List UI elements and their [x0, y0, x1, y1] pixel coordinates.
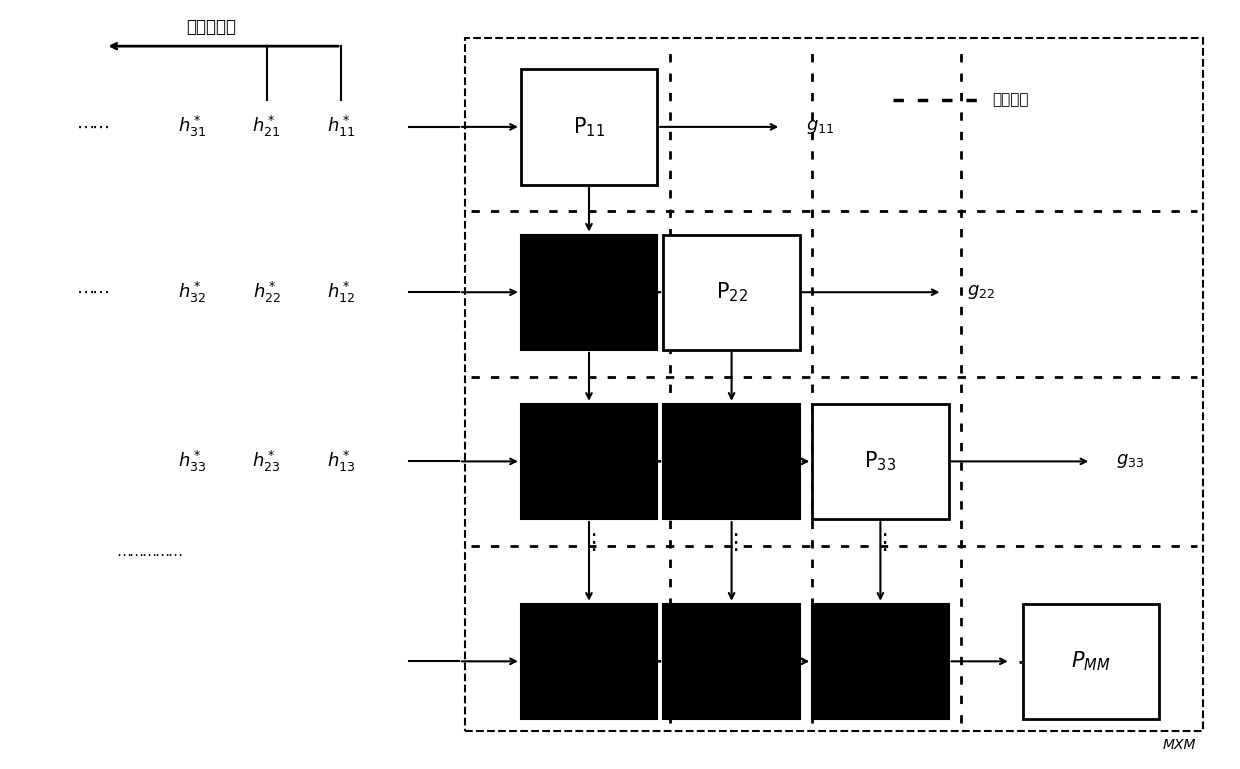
Text: $\mathrm{P}_{11}$: $\mathrm{P}_{11}$ — [573, 115, 605, 138]
Text: $\mathrm{P}_{22}$: $\mathrm{P}_{22}$ — [715, 281, 748, 304]
Text: $\cdots$: $\cdots$ — [1016, 651, 1038, 671]
Text: MXM: MXM — [1163, 738, 1197, 752]
Text: $h_{31}^*$: $h_{31}^*$ — [179, 115, 206, 139]
Bar — [663, 235, 800, 350]
Text: $\vdots$: $\vdots$ — [724, 531, 739, 553]
Text: $\cdots\!\cdots\!\cdots\!\cdots\!\cdots$: $\cdots\!\cdots\!\cdots\!\cdots\!\cdots$ — [115, 546, 182, 561]
Text: $\cdots\!\cdots$: $\cdots\!\cdots$ — [77, 118, 109, 136]
Text: $h_{21}^*$: $h_{21}^*$ — [253, 115, 280, 139]
Bar — [521, 235, 657, 350]
Text: $g_{11}$: $g_{11}$ — [806, 118, 835, 136]
Text: $h_{11}^*$: $h_{11}^*$ — [327, 115, 355, 139]
Bar — [521, 404, 657, 519]
Bar — [521, 69, 657, 185]
Text: $g_{33}$: $g_{33}$ — [1116, 452, 1145, 471]
Bar — [812, 604, 949, 719]
Text: 按时序输入: 按时序输入 — [186, 18, 236, 36]
Text: $h_{22}^*$: $h_{22}^*$ — [253, 280, 280, 305]
Text: $\cdots\!\cdots$: $\cdots\!\cdots$ — [77, 283, 109, 301]
Text: $\vdots$: $\vdots$ — [582, 531, 596, 553]
Text: $h_{12}^*$: $h_{12}^*$ — [327, 280, 355, 305]
Text: ：流水线: ：流水线 — [992, 92, 1028, 108]
Bar — [521, 604, 657, 719]
Bar — [663, 604, 800, 719]
Text: $h_{13}^*$: $h_{13}^*$ — [327, 449, 355, 474]
Text: $h_{33}^*$: $h_{33}^*$ — [179, 449, 206, 474]
Text: $h_{23}^*$: $h_{23}^*$ — [253, 449, 280, 474]
Text: $\mathrm{P}_{33}$: $\mathrm{P}_{33}$ — [864, 450, 897, 473]
Bar — [812, 404, 949, 519]
Text: $h_{32}^*$: $h_{32}^*$ — [179, 280, 206, 305]
Text: $\vdots$: $\vdots$ — [873, 531, 888, 553]
Bar — [465, 38, 1203, 731]
Bar — [1023, 604, 1159, 719]
Text: $g_{22}$: $g_{22}$ — [967, 283, 996, 301]
Bar — [663, 404, 800, 519]
Text: $P_{MM}$: $P_{MM}$ — [1071, 650, 1111, 673]
